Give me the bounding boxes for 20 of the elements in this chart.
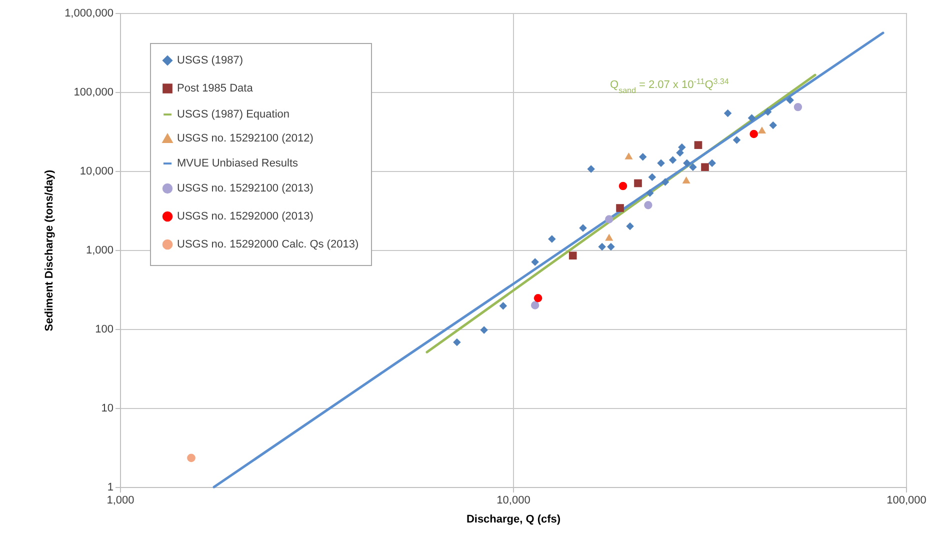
legend-label: USGS no. 15292100 (2012): [177, 132, 314, 144]
y-tick-label: 1: [107, 482, 114, 494]
legend-label: USGS no. 15292000 Calc. Qs (2013): [177, 238, 359, 250]
y-tick-label: 100,000: [74, 86, 114, 98]
y-axis-title: Sediment Discharge (tons/day): [44, 169, 56, 332]
legend-label: Post 1985 Data: [177, 82, 254, 94]
y-tick-label: 1,000: [86, 244, 114, 256]
x-tick-label: 100,000: [886, 494, 926, 506]
annotation: Q$_{sand}$ = 2.07 x 10$^{-11}$Q$^{3.34}$: [610, 76, 730, 94]
legend-label: MVUE Unbiased Results: [177, 158, 299, 170]
legend-label: USGS (1987) Equation: [177, 108, 290, 120]
legend-label: USGS no. 15292000 (2013): [177, 210, 314, 222]
y-tick-label: 10: [101, 402, 114, 414]
y-tick-label: 10,000: [80, 166, 114, 178]
x-tick-label: 10,000: [496, 494, 530, 506]
y-tick-label: 1,000,000: [64, 8, 114, 20]
legend-label: USGS (1987): [177, 54, 244, 66]
x-axis-title: Discharge, Q (cfs): [466, 514, 561, 526]
legend-label: USGS no. 15292100 (2013): [177, 182, 314, 194]
y-tick-label: 100: [95, 324, 114, 336]
